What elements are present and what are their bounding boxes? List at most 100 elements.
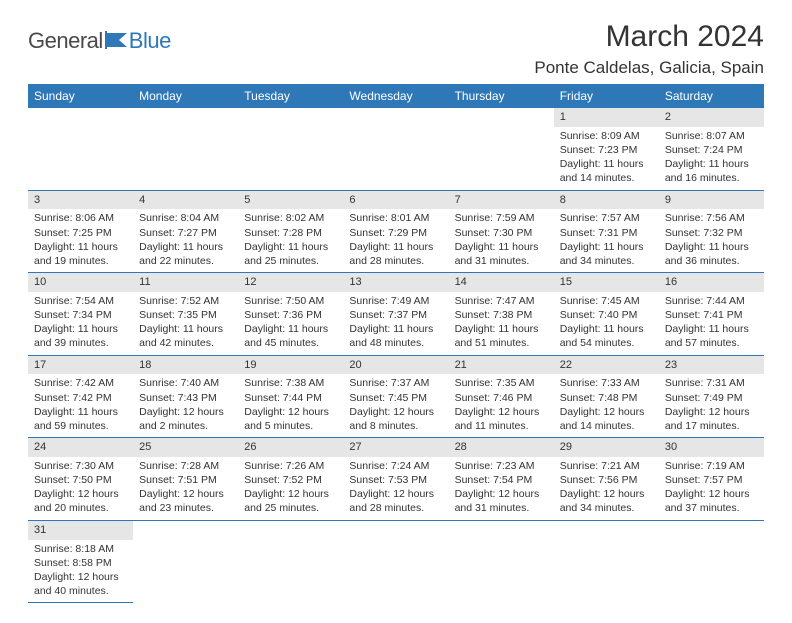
day-details: Sunrise: 7:33 AMSunset: 7:48 PMDaylight:… (554, 374, 659, 437)
day-number: 19 (238, 356, 343, 375)
calendar-week: 10Sunrise: 7:54 AMSunset: 7:34 PMDayligh… (28, 273, 764, 356)
sunrise-text: Sunrise: 7:38 AM (244, 376, 337, 390)
weekday-mon: Monday (133, 84, 238, 108)
sunset-text: Sunset: 7:56 PM (560, 473, 653, 487)
calendar-cell: 30Sunrise: 7:19 AMSunset: 7:57 PMDayligh… (659, 438, 764, 521)
weekday-sun: Sunday (28, 84, 133, 108)
sunset-text: Sunset: 7:44 PM (244, 391, 337, 405)
daylight-text: Daylight: 12 hours and 5 minutes. (244, 405, 337, 433)
day-number: 7 (449, 191, 554, 210)
calendar-week: 17Sunrise: 7:42 AMSunset: 7:42 PMDayligh… (28, 355, 764, 438)
sunset-text: Sunset: 7:30 PM (455, 226, 548, 240)
sunrise-text: Sunrise: 7:50 AM (244, 294, 337, 308)
calendar-cell: 20Sunrise: 7:37 AMSunset: 7:45 PMDayligh… (343, 355, 448, 438)
calendar-cell (449, 520, 554, 603)
day-details: Sunrise: 7:50 AMSunset: 7:36 PMDaylight:… (238, 292, 343, 355)
day-details: Sunrise: 7:42 AMSunset: 7:42 PMDaylight:… (28, 374, 133, 437)
day-number: 29 (554, 438, 659, 457)
sunrise-text: Sunrise: 8:06 AM (34, 211, 127, 225)
sunrise-text: Sunrise: 7:49 AM (349, 294, 442, 308)
day-details: Sunrise: 7:54 AMSunset: 7:34 PMDaylight:… (28, 292, 133, 355)
month-title: March 2024 (534, 20, 764, 54)
day-number: 26 (238, 438, 343, 457)
day-details: Sunrise: 7:37 AMSunset: 7:45 PMDaylight:… (343, 374, 448, 437)
sunrise-text: Sunrise: 7:57 AM (560, 211, 653, 225)
sunset-text: Sunset: 7:52 PM (244, 473, 337, 487)
day-number: 12 (238, 273, 343, 292)
day-details: Sunrise: 7:49 AMSunset: 7:37 PMDaylight:… (343, 292, 448, 355)
daylight-text: Daylight: 12 hours and 2 minutes. (139, 405, 232, 433)
daylight-text: Daylight: 11 hours and 48 minutes. (349, 322, 442, 350)
day-number: 18 (133, 356, 238, 375)
sunset-text: Sunset: 7:45 PM (349, 391, 442, 405)
sunset-text: Sunset: 7:40 PM (560, 308, 653, 322)
calendar-cell: 23Sunrise: 7:31 AMSunset: 7:49 PMDayligh… (659, 355, 764, 438)
logo-text-general: General (28, 28, 103, 54)
daylight-text: Daylight: 12 hours and 17 minutes. (665, 405, 758, 433)
day-details: Sunrise: 7:35 AMSunset: 7:46 PMDaylight:… (449, 374, 554, 437)
day-details: Sunrise: 7:52 AMSunset: 7:35 PMDaylight:… (133, 292, 238, 355)
day-details: Sunrise: 8:07 AMSunset: 7:24 PMDaylight:… (659, 127, 764, 190)
day-number: 14 (449, 273, 554, 292)
day-number: 27 (343, 438, 448, 457)
sunrise-text: Sunrise: 7:52 AM (139, 294, 232, 308)
weekday-tue: Tuesday (238, 84, 343, 108)
day-number: 20 (343, 356, 448, 375)
sunrise-text: Sunrise: 8:04 AM (139, 211, 232, 225)
day-details: Sunrise: 8:06 AMSunset: 7:25 PMDaylight:… (28, 209, 133, 272)
day-details: Sunrise: 7:31 AMSunset: 7:49 PMDaylight:… (659, 374, 764, 437)
calendar-cell (343, 108, 448, 190)
title-block: March 2024 Ponte Caldelas, Galicia, Spai… (534, 20, 764, 78)
day-details: Sunrise: 7:45 AMSunset: 7:40 PMDaylight:… (554, 292, 659, 355)
calendar-cell: 10Sunrise: 7:54 AMSunset: 7:34 PMDayligh… (28, 273, 133, 356)
sunset-text: Sunset: 7:36 PM (244, 308, 337, 322)
calendar-cell: 22Sunrise: 7:33 AMSunset: 7:48 PMDayligh… (554, 355, 659, 438)
sunset-text: Sunset: 7:51 PM (139, 473, 232, 487)
day-number: 10 (28, 273, 133, 292)
sunrise-text: Sunrise: 7:24 AM (349, 459, 442, 473)
day-details: Sunrise: 7:23 AMSunset: 7:54 PMDaylight:… (449, 457, 554, 520)
daylight-text: Daylight: 12 hours and 8 minutes. (349, 405, 442, 433)
sunrise-text: Sunrise: 8:01 AM (349, 211, 442, 225)
sunrise-text: Sunrise: 8:18 AM (34, 542, 127, 556)
calendar-cell: 1Sunrise: 8:09 AMSunset: 7:23 PMDaylight… (554, 108, 659, 190)
day-number: 16 (659, 273, 764, 292)
daylight-text: Daylight: 11 hours and 34 minutes. (560, 240, 653, 268)
calendar-cell: 12Sunrise: 7:50 AMSunset: 7:36 PMDayligh… (238, 273, 343, 356)
calendar-cell: 4Sunrise: 8:04 AMSunset: 7:27 PMDaylight… (133, 190, 238, 273)
daylight-text: Daylight: 11 hours and 16 minutes. (665, 157, 758, 185)
day-number: 8 (554, 191, 659, 210)
calendar-cell: 18Sunrise: 7:40 AMSunset: 7:43 PMDayligh… (133, 355, 238, 438)
sunrise-text: Sunrise: 7:21 AM (560, 459, 653, 473)
sunset-text: Sunset: 7:23 PM (560, 143, 653, 157)
daylight-text: Daylight: 11 hours and 42 minutes. (139, 322, 232, 350)
day-details: Sunrise: 7:38 AMSunset: 7:44 PMDaylight:… (238, 374, 343, 437)
daylight-text: Daylight: 11 hours and 54 minutes. (560, 322, 653, 350)
sunrise-text: Sunrise: 8:09 AM (560, 129, 653, 143)
day-number: 15 (554, 273, 659, 292)
sunrise-text: Sunrise: 8:02 AM (244, 211, 337, 225)
sunrise-text: Sunrise: 7:45 AM (560, 294, 653, 308)
calendar-cell: 6Sunrise: 8:01 AMSunset: 7:29 PMDaylight… (343, 190, 448, 273)
calendar-week: 24Sunrise: 7:30 AMSunset: 7:50 PMDayligh… (28, 438, 764, 521)
day-number: 3 (28, 191, 133, 210)
calendar-cell: 29Sunrise: 7:21 AMSunset: 7:56 PMDayligh… (554, 438, 659, 521)
calendar-cell: 26Sunrise: 7:26 AMSunset: 7:52 PMDayligh… (238, 438, 343, 521)
sunset-text: Sunset: 7:32 PM (665, 226, 758, 240)
calendar-cell: 31Sunrise: 8:18 AMSunset: 8:58 PMDayligh… (28, 520, 133, 603)
sunrise-text: Sunrise: 7:23 AM (455, 459, 548, 473)
calendar-cell (554, 520, 659, 603)
day-details: Sunrise: 8:04 AMSunset: 7:27 PMDaylight:… (133, 209, 238, 272)
calendar-table: Sunday Monday Tuesday Wednesday Thursday… (28, 84, 764, 603)
calendar-cell: 11Sunrise: 7:52 AMSunset: 7:35 PMDayligh… (133, 273, 238, 356)
calendar-cell: 15Sunrise: 7:45 AMSunset: 7:40 PMDayligh… (554, 273, 659, 356)
sunset-text: Sunset: 7:37 PM (349, 308, 442, 322)
sunset-text: Sunset: 7:46 PM (455, 391, 548, 405)
daylight-text: Daylight: 11 hours and 14 minutes. (560, 157, 653, 185)
day-number: 6 (343, 191, 448, 210)
calendar-cell: 16Sunrise: 7:44 AMSunset: 7:41 PMDayligh… (659, 273, 764, 356)
day-details: Sunrise: 7:40 AMSunset: 7:43 PMDaylight:… (133, 374, 238, 437)
sunrise-text: Sunrise: 7:54 AM (34, 294, 127, 308)
sunset-text: Sunset: 7:48 PM (560, 391, 653, 405)
daylight-text: Daylight: 11 hours and 45 minutes. (244, 322, 337, 350)
